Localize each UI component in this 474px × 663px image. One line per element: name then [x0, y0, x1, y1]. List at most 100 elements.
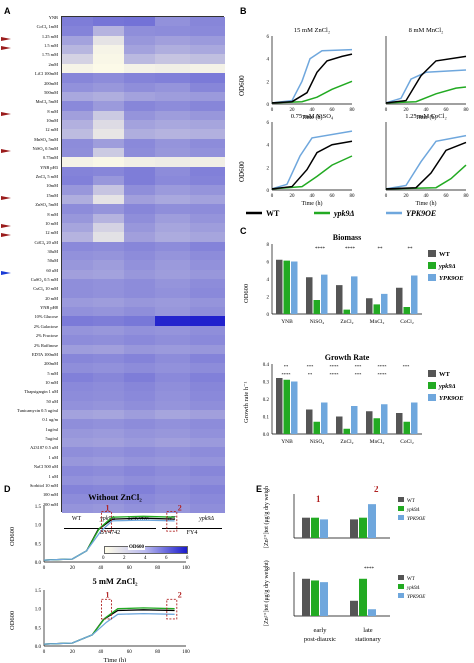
heatmap-cell [190, 363, 225, 373]
biomass-category-label: MnCl₂ [370, 319, 385, 325]
heatmap-cell [155, 54, 190, 65]
growth-xtick: 60 [330, 108, 336, 113]
heatmap-cell [155, 45, 190, 55]
heatmap-cell [124, 363, 155, 373]
heatmap-cell [124, 17, 155, 27]
heatmap-cell [62, 381, 93, 392]
panel-e-bar [311, 580, 319, 616]
heatmap-cell [155, 101, 190, 111]
heatmap-row-label: 1.75 mM [41, 52, 58, 58]
heatmap-row-label: 2% Raffinose [34, 342, 58, 348]
biomass-category-label: NiSO₄ [310, 319, 325, 325]
heatmap-row-label: 60 uM [46, 267, 58, 273]
biomass-ytick: 6 [267, 261, 270, 266]
heatmap-cell [93, 456, 124, 467]
heatmap-row-label: 15mM [46, 192, 58, 198]
strain-label-1: BY4742 [99, 530, 121, 536]
heatmap-legend-tick: 4 [144, 556, 147, 561]
panel-d-marker: 2 [178, 503, 182, 512]
heatmap-cell [190, 138, 225, 149]
growth-rate-bar [381, 404, 388, 434]
heatmap-cell [190, 503, 225, 514]
heatmap-cell [93, 428, 124, 439]
heatmap-cell [93, 494, 124, 504]
panel-e-bar [302, 578, 310, 616]
heatmap-cell [155, 344, 190, 355]
panel-e-bar [359, 517, 367, 538]
heatmap-cell [124, 35, 155, 46]
heatmap-cell [124, 148, 155, 158]
heatmap-cell [190, 119, 225, 130]
growth-line-wt [385, 55, 467, 104]
heatmap-cell [62, 307, 93, 317]
growth-line-oe [271, 48, 353, 104]
biomass-bar [306, 277, 313, 314]
growth-xtick: 0 [271, 194, 274, 199]
heatmap-cell [124, 410, 155, 420]
heatmap-cell [62, 63, 93, 74]
heatmap-cell [62, 176, 93, 186]
heatmap-cell [62, 316, 93, 327]
heatmap-row-label: CoCl₂ 1mM [36, 24, 58, 30]
heatmap-row-label: EDTA 100mM [31, 351, 58, 357]
heatmap-row-label: 200mM [44, 361, 58, 367]
heatmap-cell [62, 157, 93, 168]
heatmap-cell [155, 391, 190, 401]
panel-e-bar [368, 504, 376, 538]
heatmap-cell [190, 213, 225, 224]
heatmap-cell [155, 194, 190, 205]
growth-rate-bar [291, 381, 298, 434]
heatmap-cell [93, 400, 124, 411]
panel-a-label: A [4, 6, 11, 16]
heatmap-cell [93, 232, 124, 242]
panel-d-xtick: 0 [43, 566, 46, 571]
heatmap-row-arrow [1, 36, 11, 41]
heatmap-row-label: MnSO₄ 5mM [34, 136, 58, 142]
panel-e-legend-label: WT [407, 499, 415, 504]
growth-rate-legend-label: WT [439, 371, 451, 378]
biomass-bar [411, 275, 418, 314]
heatmap-cell [155, 129, 190, 139]
biomass-sig: ** [378, 247, 384, 252]
heatmap-cell [93, 119, 124, 130]
heatmap-cell [190, 307, 225, 317]
heatmap-cell [62, 54, 93, 65]
heatmap-cell [190, 185, 225, 196]
heatmap-cell [190, 494, 225, 504]
heatmap-cell [93, 194, 124, 205]
heatmap-cell [124, 138, 155, 149]
growth-rate-sig: **** [330, 372, 340, 377]
heatmap-legend-ticks: 0 2 4 6 8 [102, 556, 189, 564]
panel-d-ytick: 1.0 [35, 524, 42, 529]
growth-subplot-title: 15 mM ZnCl₂ [294, 27, 330, 34]
heatmap-cell [93, 353, 124, 364]
heatmap-cell [62, 232, 93, 242]
heatmap-cell [93, 26, 124, 36]
heatmap-cell [190, 372, 225, 383]
heatmap-cell [93, 325, 124, 336]
heatmap-cell [155, 138, 190, 149]
heatmap-cell [155, 17, 190, 27]
heatmap-row-label: 100 mM [42, 492, 58, 498]
heatmap-cell [155, 232, 190, 242]
heatmap-cell [93, 35, 124, 46]
heatmap-cell [93, 438, 124, 448]
heatmap-arrows [0, 16, 20, 512]
growth-xtick: 20 [290, 108, 296, 113]
growth-rate-sig: **** [282, 372, 292, 377]
panel-e-legend-swatch [398, 575, 404, 580]
heatmap-cell [190, 456, 225, 467]
heatmap-cell [155, 381, 190, 392]
heatmap-cell [93, 138, 124, 149]
heatmap-cell [155, 250, 190, 261]
biomass-sig: **** [345, 247, 356, 252]
heatmap-cell [124, 344, 155, 355]
panel-d-xtick: 100 [182, 566, 190, 571]
heatmap-cell [124, 241, 155, 252]
heatmap-cell [62, 91, 93, 102]
growth-xtick: 40 [424, 108, 430, 113]
heatmap-row-arrow [1, 149, 11, 154]
heatmap-cell [190, 63, 225, 74]
